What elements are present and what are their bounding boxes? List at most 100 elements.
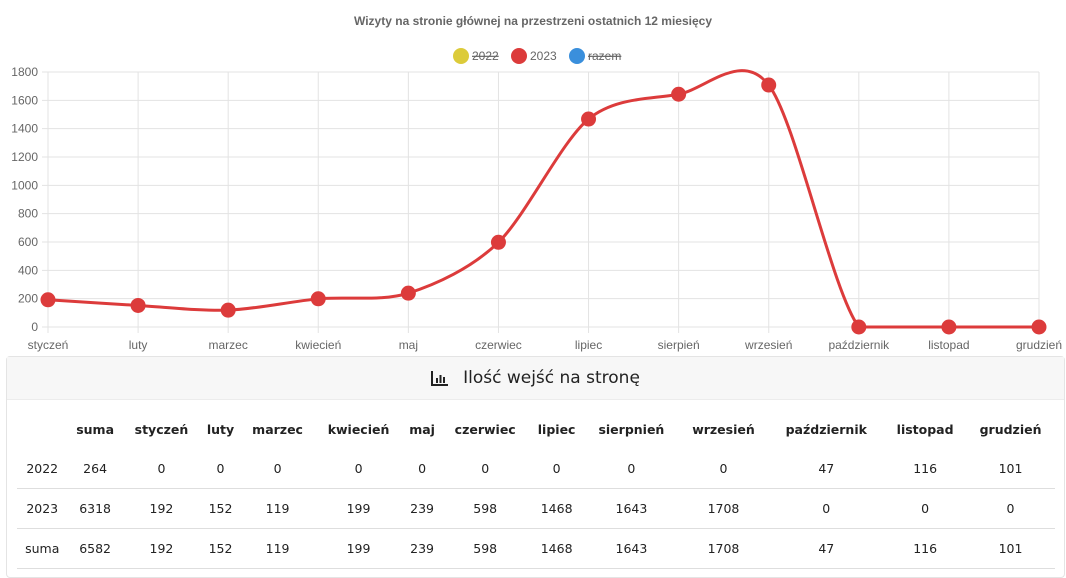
column-header: wrzesień xyxy=(692,421,755,437)
y-tick-label: 400 xyxy=(18,263,38,277)
table-cell: 0 xyxy=(678,449,769,489)
table-cell: 101 xyxy=(966,528,1055,569)
data-point[interactable] xyxy=(851,319,867,335)
bar-chart-icon xyxy=(431,371,449,386)
table-cell: 1708 xyxy=(678,488,769,529)
column-header: styczeń xyxy=(134,421,189,437)
table-cell: 0 xyxy=(584,449,679,489)
table-row: 2022 264 0 0 0 0 0 0 0 0 0 47 116 101 xyxy=(17,449,1055,489)
column-header: suma xyxy=(76,421,115,437)
table-cell: 0 xyxy=(200,449,241,489)
line-chart: Wizyty na stronie głównej na przestrzeni… xyxy=(11,14,1062,352)
y-tick-label: 1000 xyxy=(11,178,38,192)
x-tick-label: marzec xyxy=(209,338,248,352)
data-point[interactable] xyxy=(220,302,236,318)
series-line-2023 xyxy=(47,69,1039,329)
x-tick-label: listopad xyxy=(928,338,969,352)
column-header: październik xyxy=(785,421,867,437)
table-cell: 152 xyxy=(200,488,241,529)
table-cell: 116 xyxy=(884,449,967,489)
table-cell: 0 xyxy=(402,449,442,489)
table-cell: 1643 xyxy=(584,488,679,529)
table-cell: 239 xyxy=(402,488,442,529)
y-tick-label: 1800 xyxy=(11,65,38,79)
data-point[interactable] xyxy=(1031,319,1047,335)
column-header: luty xyxy=(206,421,235,437)
table-cell: 0 xyxy=(122,449,201,489)
y-tick-label: 0 xyxy=(31,320,38,334)
table-cell: 192 xyxy=(122,488,201,529)
data-point[interactable] xyxy=(310,291,326,307)
table-cell: 119 xyxy=(240,488,315,529)
table-cell: 152 xyxy=(200,528,241,569)
table-cell: 47 xyxy=(768,449,885,489)
y-tick-label: 200 xyxy=(18,292,38,306)
column-header: sierpnień xyxy=(598,421,665,437)
x-tick-label: lipiec xyxy=(575,338,602,352)
x-tick-label: luty xyxy=(129,338,148,352)
data-point[interactable] xyxy=(941,319,957,335)
data-point[interactable] xyxy=(581,111,597,127)
table-cell: 6318 xyxy=(67,488,123,529)
table-cell: 2022 xyxy=(17,449,68,489)
data-point[interactable] xyxy=(400,285,416,301)
x-tick-label: sierpień xyxy=(658,338,700,352)
x-tick-label: październik xyxy=(828,338,890,352)
table-cell: 199 xyxy=(314,528,403,569)
x-tick-label: kwiecień xyxy=(295,338,341,352)
visits-table: suma styczeń luty marzec kwiecień maj czerwiec… xyxy=(17,409,1055,569)
table-cell: 0 xyxy=(314,449,403,489)
legend-item-2022[interactable]: 2022 xyxy=(453,48,499,64)
data-point[interactable] xyxy=(40,292,56,308)
table-cell: 2023 xyxy=(17,488,68,529)
column-header: kwiecień xyxy=(327,421,390,437)
table-cell: 192 xyxy=(122,528,201,569)
y-tick-label: 1600 xyxy=(11,93,38,107)
legend-swatch xyxy=(453,48,469,64)
y-tick-label: 600 xyxy=(18,235,38,249)
data-point[interactable] xyxy=(130,297,146,313)
table-cell: 0 xyxy=(884,488,967,529)
table-row: 2023 6318 192 152 119 199 239 598 1468 1643 1708 0 0… xyxy=(17,488,1055,529)
table-cell: 0 xyxy=(966,488,1055,529)
data-point[interactable] xyxy=(671,86,687,102)
table-cell: 1468 xyxy=(529,488,585,529)
legend-label: razem xyxy=(588,49,621,63)
table-cell: 47 xyxy=(768,528,885,569)
legend-item-razem[interactable]: razem xyxy=(569,48,621,64)
table-cell: 1468 xyxy=(529,528,585,569)
legend-label: 2023 xyxy=(530,49,557,63)
table-cell: 101 xyxy=(966,449,1055,489)
table-cell: 264 xyxy=(67,449,123,489)
table-cell: suma xyxy=(17,528,68,569)
table-cell: 199 xyxy=(314,488,403,529)
data-point[interactable] xyxy=(761,77,777,93)
column-header xyxy=(17,409,67,449)
x-tick-label: styczeń xyxy=(28,338,69,352)
table-cell: 6582 xyxy=(67,528,123,569)
table-cell: 598 xyxy=(441,488,530,529)
table-row: suma 6582 192 152 119 199 239 598 1468 1643 1708 47… xyxy=(17,528,1055,569)
card-header: Ilość wejść na stronę xyxy=(7,357,1064,400)
legend-label: 2022 xyxy=(472,49,499,63)
table-cell: 0 xyxy=(768,488,885,529)
x-tick-label: czerwiec xyxy=(475,338,522,352)
chart-title: Wizyty na stronie głównej na przestrzeni… xyxy=(354,14,712,28)
x-tick-label: grudzień xyxy=(1016,338,1062,352)
legend-item-2023[interactable]: 2023 xyxy=(511,48,557,64)
table-cell: 116 xyxy=(884,528,967,569)
column-header: czerwiec xyxy=(454,421,516,437)
card-title: Ilość wejść na stronę xyxy=(463,368,640,388)
table-cell: 0 xyxy=(529,449,585,489)
table-cell: 1643 xyxy=(584,528,679,569)
column-header: grudzień xyxy=(979,421,1042,437)
data-point[interactable] xyxy=(490,234,506,250)
legend-swatch xyxy=(511,48,527,64)
table-cell: 0 xyxy=(441,449,530,489)
table-cell: 1708 xyxy=(678,528,769,569)
column-header: maj xyxy=(409,421,435,437)
x-tick-label: wrzesień xyxy=(744,338,792,352)
column-header: marzec xyxy=(252,421,303,437)
column-header: lipiec xyxy=(537,421,576,437)
x-tick-label: maj xyxy=(399,338,418,352)
